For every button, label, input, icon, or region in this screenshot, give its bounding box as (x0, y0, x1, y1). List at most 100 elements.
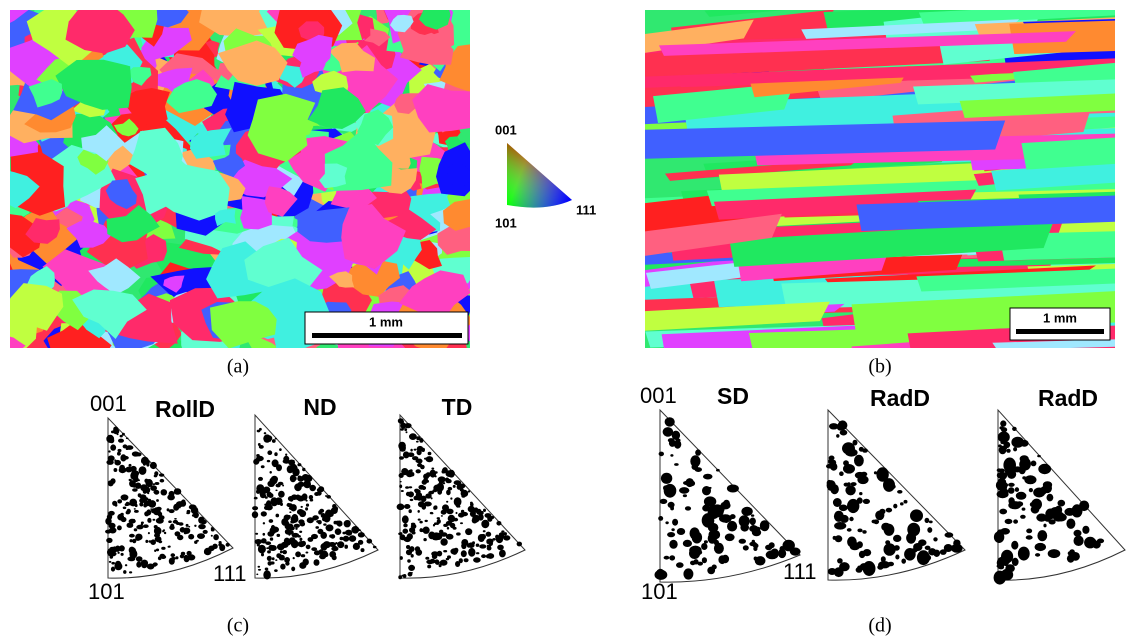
pole-cluster (305, 499, 308, 502)
pole-cluster (415, 440, 419, 443)
grain (189, 128, 232, 159)
pole-cluster (485, 531, 492, 537)
pole-cluster (998, 472, 1008, 480)
pole-cluster (122, 506, 127, 510)
grain (713, 189, 977, 220)
grain (212, 151, 245, 178)
pole-figures (105, 408, 1126, 585)
pole-cluster (134, 509, 139, 513)
grain (10, 336, 26, 348)
pole-cluster (727, 520, 738, 532)
pole-cluster (859, 492, 863, 496)
pole-cluster (708, 486, 712, 489)
pole-cluster (738, 538, 746, 544)
pole-cluster (352, 542, 360, 551)
pole-cluster (480, 510, 484, 515)
pole-cluster (339, 536, 344, 541)
pole-cluster (399, 484, 403, 489)
pole-cluster (860, 473, 867, 480)
grain (55, 59, 132, 110)
pole-cluster (826, 480, 836, 491)
pole-cluster (299, 521, 306, 527)
pole-cluster (132, 552, 136, 555)
pole-cluster (278, 490, 285, 498)
panel-label: (c) (227, 615, 249, 637)
pole-cluster (1036, 513, 1047, 522)
pole-cluster (1046, 493, 1054, 502)
pole-cluster (445, 478, 452, 484)
pole-cluster (143, 503, 147, 508)
pole-cluster (117, 525, 122, 531)
pole-cluster (283, 455, 290, 463)
pole-cluster (1025, 535, 1033, 540)
pole-cluster (313, 517, 317, 521)
pole-cluster (160, 489, 168, 496)
pole-cluster (289, 463, 298, 472)
pole-cluster (503, 532, 507, 536)
direction-label: SD (717, 383, 749, 409)
pole-cluster (156, 506, 162, 511)
pole-cluster (150, 485, 158, 491)
pole-cluster (299, 537, 303, 541)
pole-cluster (136, 524, 144, 530)
pole-cluster (285, 561, 290, 566)
pole-cluster (146, 486, 150, 490)
pole-cluster (139, 502, 144, 507)
pole-cluster (426, 559, 434, 565)
pole-cluster (255, 532, 259, 535)
pole-cluster (419, 520, 423, 524)
pole-cluster (161, 546, 166, 550)
pole-cluster (317, 520, 322, 525)
pole-cluster (291, 514, 299, 522)
pole-cluster (439, 559, 448, 566)
grain (218, 40, 288, 86)
pole-cluster (154, 549, 157, 552)
pole-cluster (289, 511, 292, 513)
pole-cluster (924, 545, 931, 550)
pole-cluster (291, 532, 300, 538)
pole-cluster (297, 541, 306, 548)
pole-cluster (400, 428, 404, 431)
grain (215, 209, 236, 227)
pole-cluster (106, 514, 113, 520)
pole-cluster (126, 522, 134, 528)
pole-cluster (400, 422, 407, 429)
pole-cluster (1044, 517, 1051, 522)
pole-cluster (672, 518, 679, 526)
pole-cluster (118, 545, 125, 552)
pole-cluster (129, 539, 133, 543)
pole-cluster (427, 564, 432, 569)
pole-cluster (856, 497, 863, 504)
pole-cluster (257, 565, 261, 568)
pole-cluster (437, 476, 446, 483)
pole-cluster (129, 549, 138, 559)
pole-cluster (410, 535, 413, 537)
pole-cluster (663, 555, 670, 560)
pole-cluster (132, 488, 138, 492)
pole-cluster (425, 556, 430, 560)
pole-cluster (832, 535, 837, 540)
pole-cluster (460, 550, 467, 558)
pole-cluster (214, 534, 219, 538)
pole-cluster (846, 528, 852, 532)
pole-cluster (683, 568, 694, 580)
pole-cluster (264, 567, 269, 571)
pole-cluster (742, 545, 749, 551)
pole-cluster (445, 470, 454, 477)
grain (399, 32, 454, 65)
pole-cluster (202, 529, 208, 534)
pole-cluster (402, 451, 410, 459)
pole-cluster (719, 514, 732, 523)
pole-cluster (445, 557, 450, 561)
pole-cluster (1007, 469, 1017, 479)
pole-cluster (466, 543, 471, 548)
pole-cluster (406, 545, 411, 549)
pole-cluster (862, 498, 871, 504)
pole-cluster (423, 501, 432, 507)
pole-cluster (447, 486, 453, 491)
grain (856, 195, 1115, 231)
pole-cluster (136, 561, 142, 568)
pole-cluster (130, 471, 139, 481)
pole-cluster (455, 511, 458, 515)
pole-cluster (1052, 511, 1065, 522)
